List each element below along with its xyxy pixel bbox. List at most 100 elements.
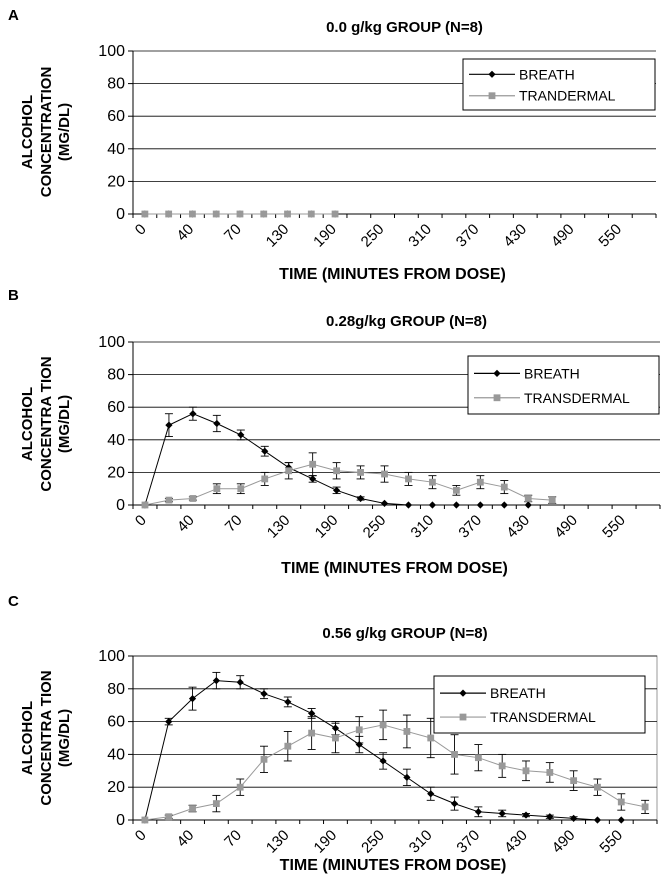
data-point	[309, 460, 317, 468]
data-point	[285, 467, 293, 475]
series-transdermal	[141, 709, 650, 824]
x-tick-label: 370	[453, 221, 483, 251]
data-point	[189, 495, 197, 502]
legend-marker	[493, 394, 501, 402]
data-point	[236, 678, 244, 686]
legend-marker	[459, 689, 467, 697]
legend: BREATH TRANDERMAL	[462, 58, 656, 111]
legend-marker	[459, 713, 467, 721]
panel-letter: B	[8, 287, 19, 304]
data-point	[524, 501, 532, 509]
data-point	[500, 501, 508, 509]
data-point	[189, 210, 196, 218]
y-tick-label: 40	[107, 432, 125, 449]
data-point	[379, 721, 387, 729]
data-point	[429, 478, 436, 486]
series-trandermal	[141, 210, 339, 218]
y-tick-label: 20	[107, 173, 125, 190]
x-tick-label: 190	[310, 221, 340, 251]
x-tick-label: 370	[455, 512, 485, 542]
data-point	[260, 755, 268, 763]
x-tick-label: 430	[503, 512, 533, 542]
data-point	[451, 751, 458, 758]
legend-label: BREATH	[519, 66, 575, 82]
data-point	[331, 210, 339, 218]
chart-title: 0.28g/kg GROUP (N=8)	[326, 313, 487, 330]
data-point	[357, 469, 364, 476]
x-tick-label: 310	[405, 221, 435, 251]
legend: BREATH TRANSDERMAL	[467, 355, 660, 415]
data-point	[427, 734, 435, 742]
x-tick-label: 310	[406, 827, 436, 857]
legend-label: TRANDERMAL	[519, 88, 616, 104]
data-point	[522, 811, 530, 819]
y-tick-label: 60	[107, 714, 125, 731]
x-axis-label: TIME (MINUTES FROM DOSE)	[280, 857, 507, 874]
legend-box	[462, 58, 656, 111]
y-tick-label: 100	[98, 334, 125, 351]
x-tick-label: 490	[549, 827, 579, 857]
y-axis-label: CONCENTRATION	[38, 67, 55, 198]
y-axis-label: ALCOHOL	[19, 95, 36, 169]
data-point	[284, 742, 292, 750]
x-tick-label: 550	[596, 827, 626, 857]
y-tick-label: 20	[107, 779, 125, 796]
data-point	[332, 734, 339, 742]
data-point	[165, 813, 173, 821]
legend-marker	[488, 70, 496, 78]
legend-label: TRANSDERMAL	[524, 390, 630, 406]
x-tick-label: 190	[311, 827, 341, 857]
data-point	[165, 496, 173, 504]
series-transdermal	[141, 452, 557, 509]
data-point	[381, 470, 388, 478]
x-tick-label: 550	[595, 221, 625, 251]
y-tick-label: 60	[107, 399, 125, 416]
data-point	[524, 495, 532, 502]
data-point	[546, 769, 554, 776]
panel-c: C 0.56 g/kg GROUP (N=8) ALCOHOL CONCENTRA T…	[8, 593, 658, 874]
data-point	[617, 798, 625, 806]
series-line	[144, 463, 553, 506]
data-point	[548, 496, 556, 504]
x-tick-label: 250	[358, 221, 388, 251]
data-point	[474, 754, 482, 762]
data-point	[498, 762, 506, 770]
data-point	[500, 483, 508, 491]
y-axis-label: CONCENTRA TION	[38, 356, 55, 491]
legend-label: BREATH	[524, 365, 580, 381]
data-point	[308, 709, 316, 717]
panel-letter: A	[8, 7, 19, 24]
y-tick-label: 20	[107, 464, 125, 481]
data-point	[141, 501, 149, 509]
data-point	[237, 431, 245, 439]
x-tick-label: 250	[360, 512, 390, 542]
data-point	[236, 783, 244, 791]
data-point	[141, 210, 149, 218]
data-point	[260, 690, 268, 698]
x-axis-label: TIME (MINUTES FROM DOSE)	[279, 266, 506, 283]
y-tick-label: 40	[107, 746, 125, 763]
data-point	[141, 816, 149, 824]
x-tick-label: 430	[501, 827, 531, 857]
x-tick-label: 70	[221, 221, 245, 245]
x-tick-label: 40	[174, 827, 198, 851]
legend: BREATH TRANSDERMAL	[433, 675, 646, 734]
data-point	[498, 809, 506, 818]
legend-label: BREATH	[490, 685, 546, 701]
data-point	[641, 803, 649, 811]
data-point	[476, 478, 484, 486]
x-tick-label: 130	[263, 827, 293, 857]
y-tick-label: 0	[116, 812, 125, 829]
x-tick-label: 370	[453, 827, 483, 857]
data-point	[237, 485, 245, 493]
data-point	[570, 777, 578, 785]
data-point	[379, 757, 387, 765]
data-point	[405, 475, 412, 483]
y-tick-label: 80	[107, 681, 125, 698]
data-point	[476, 501, 484, 509]
x-tick-label: 0	[132, 827, 150, 845]
panel-b: B 0.28g/kg GROUP (N=8) ALCOHOL CONCENTRA TI…	[8, 287, 661, 577]
x-tick-label: 0	[132, 512, 150, 530]
data-point	[522, 767, 530, 775]
